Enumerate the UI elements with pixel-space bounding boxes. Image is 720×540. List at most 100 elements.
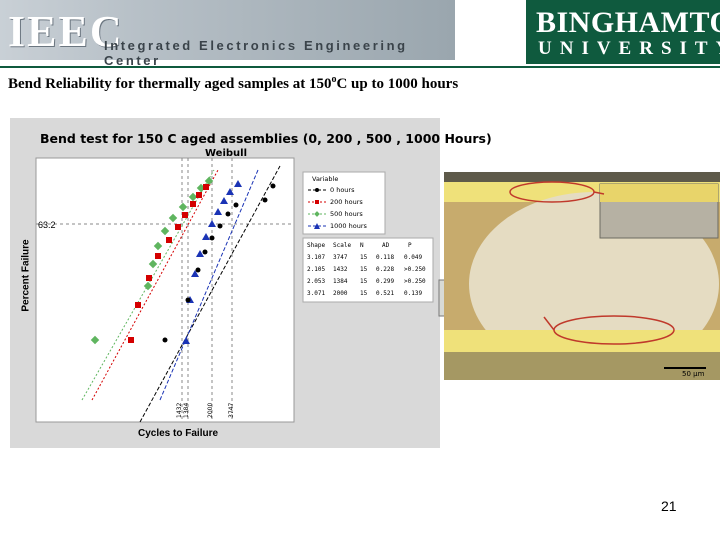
data-point — [208, 220, 216, 227]
x-tick-label: 1432 — [176, 403, 183, 418]
header-divider — [0, 66, 720, 68]
data-point — [182, 337, 190, 344]
data-point — [188, 192, 198, 202]
data-point — [234, 180, 242, 187]
legend-marker-500h — [314, 211, 320, 217]
data-point — [226, 188, 234, 195]
data-point — [135, 302, 141, 308]
stats-cell: 15 — [360, 278, 368, 285]
series-0-points — [162, 183, 276, 343]
data-point — [153, 241, 163, 251]
data-point — [204, 176, 214, 186]
data-point — [162, 337, 168, 343]
stats-cell: 0.139 — [404, 290, 422, 297]
chart-title: Bend test for 150 C aged assemblies (0, … — [40, 131, 492, 146]
data-point — [175, 224, 181, 230]
stats-cell: 3747 — [333, 254, 348, 261]
bottom-callout-line — [543, 316, 555, 331]
legend-label-0h: 0 hours — [330, 186, 355, 194]
data-point — [220, 197, 228, 204]
x-reference-tick-labels: 1432 1384 2000 3747 — [176, 403, 235, 418]
data-point — [143, 281, 153, 291]
stats-cell: 3.071 — [307, 290, 325, 297]
data-point — [195, 267, 201, 273]
data-point — [262, 197, 268, 203]
stats-table: Shape Scale N AD P 3.107 3747 15 0.118 0… — [307, 242, 426, 297]
stats-cell: 15 — [360, 290, 368, 297]
stats-cell: 3.107 — [307, 254, 325, 261]
data-point — [168, 213, 178, 223]
series-500-points — [90, 176, 214, 345]
data-point — [270, 183, 276, 189]
stats-table-box — [302, 237, 434, 303]
scale-label: 50 µm — [682, 370, 705, 378]
legend-title: Variable — [312, 175, 338, 183]
title-sup: o — [331, 74, 337, 85]
binghamton-logo: BINGHAMTON UNIVERSITY — [526, 0, 720, 64]
binghamton-name: BINGHAMTON — [536, 6, 720, 39]
x-axis-label: Cycles to Failure — [138, 428, 219, 439]
stats-cell: 0.049 — [404, 254, 422, 261]
stats-cell: 1432 — [333, 266, 348, 273]
stats-cell: 15 — [360, 266, 368, 273]
legend-label-1000h: 1000 hours — [330, 222, 367, 230]
top-zoom-yellow — [600, 184, 718, 202]
data-point — [225, 211, 231, 217]
ref-label-632: 63.2 — [38, 220, 56, 230]
binghamton-university: UNIVERSITY — [538, 38, 720, 59]
data-point — [196, 250, 204, 257]
stats-cell: 1384 — [333, 278, 348, 285]
series-1000-points — [182, 180, 242, 344]
series-200-points — [128, 184, 209, 343]
legend-label-500h: 500 hours — [330, 210, 363, 218]
stats-cell: 0.118 — [376, 254, 394, 261]
chart-subtitle: Weibull — [205, 148, 248, 159]
title-post: C up to 1000 hours — [336, 76, 459, 92]
x-tick-label: 1384 — [183, 403, 190, 418]
data-point — [185, 297, 191, 303]
cross-section-micrograph: 50 µm — [444, 172, 720, 380]
bottom-substrate — [444, 352, 720, 380]
top-callout-line — [593, 191, 605, 195]
stats-cell: 0.521 — [376, 290, 394, 297]
x-tick-label: 3747 — [228, 403, 235, 418]
slide-title: Bend Reliability for thermally aged samp… — [8, 74, 458, 93]
title-pre: Bend Reliability for thermally aged samp… — [8, 76, 332, 92]
stats-cell: >0.250 — [404, 278, 426, 285]
header-bar: IEEC Integrated Electronics Engineering … — [0, 0, 720, 68]
x-tick-label: 2000 — [207, 403, 214, 418]
stats-header-scale: Scale — [333, 242, 351, 249]
stats-cell: 0.299 — [376, 278, 394, 285]
stats-header-p: P — [408, 242, 412, 249]
stats-header-n: N — [360, 242, 364, 249]
data-point — [203, 184, 209, 190]
ieec-logo-banner: IEEC Integrated Electronics Engineering … — [0, 0, 455, 68]
legend-marker-200h — [315, 200, 319, 204]
data-point — [196, 192, 202, 198]
data-point — [90, 335, 100, 345]
legend-marker-0h — [315, 188, 319, 192]
legend-items: 0 hours 200 hours 500 hours 1000 hours — [308, 186, 367, 230]
data-point — [148, 259, 158, 269]
y-axis-label: Percent Failure — [20, 239, 32, 312]
stats-cell: 15 — [360, 254, 368, 261]
stats-cell: 0.228 — [376, 266, 394, 273]
data-point — [214, 208, 222, 215]
data-point — [202, 249, 208, 255]
plot-area — [35, 157, 295, 423]
stats-header-ad: AD — [382, 242, 390, 249]
stats-cell: 2.105 — [307, 266, 325, 273]
stats-cell: >0.250 — [404, 266, 426, 273]
data-point — [233, 202, 239, 208]
data-point — [146, 275, 152, 281]
legend-marker-1000h — [314, 223, 320, 229]
data-point — [178, 202, 188, 212]
data-point — [182, 212, 188, 218]
data-point — [202, 233, 210, 240]
data-point — [160, 226, 170, 236]
data-point — [190, 201, 196, 207]
page-number: 21 — [661, 498, 677, 514]
stats-header-shape: Shape — [307, 242, 325, 249]
data-point — [155, 253, 161, 259]
